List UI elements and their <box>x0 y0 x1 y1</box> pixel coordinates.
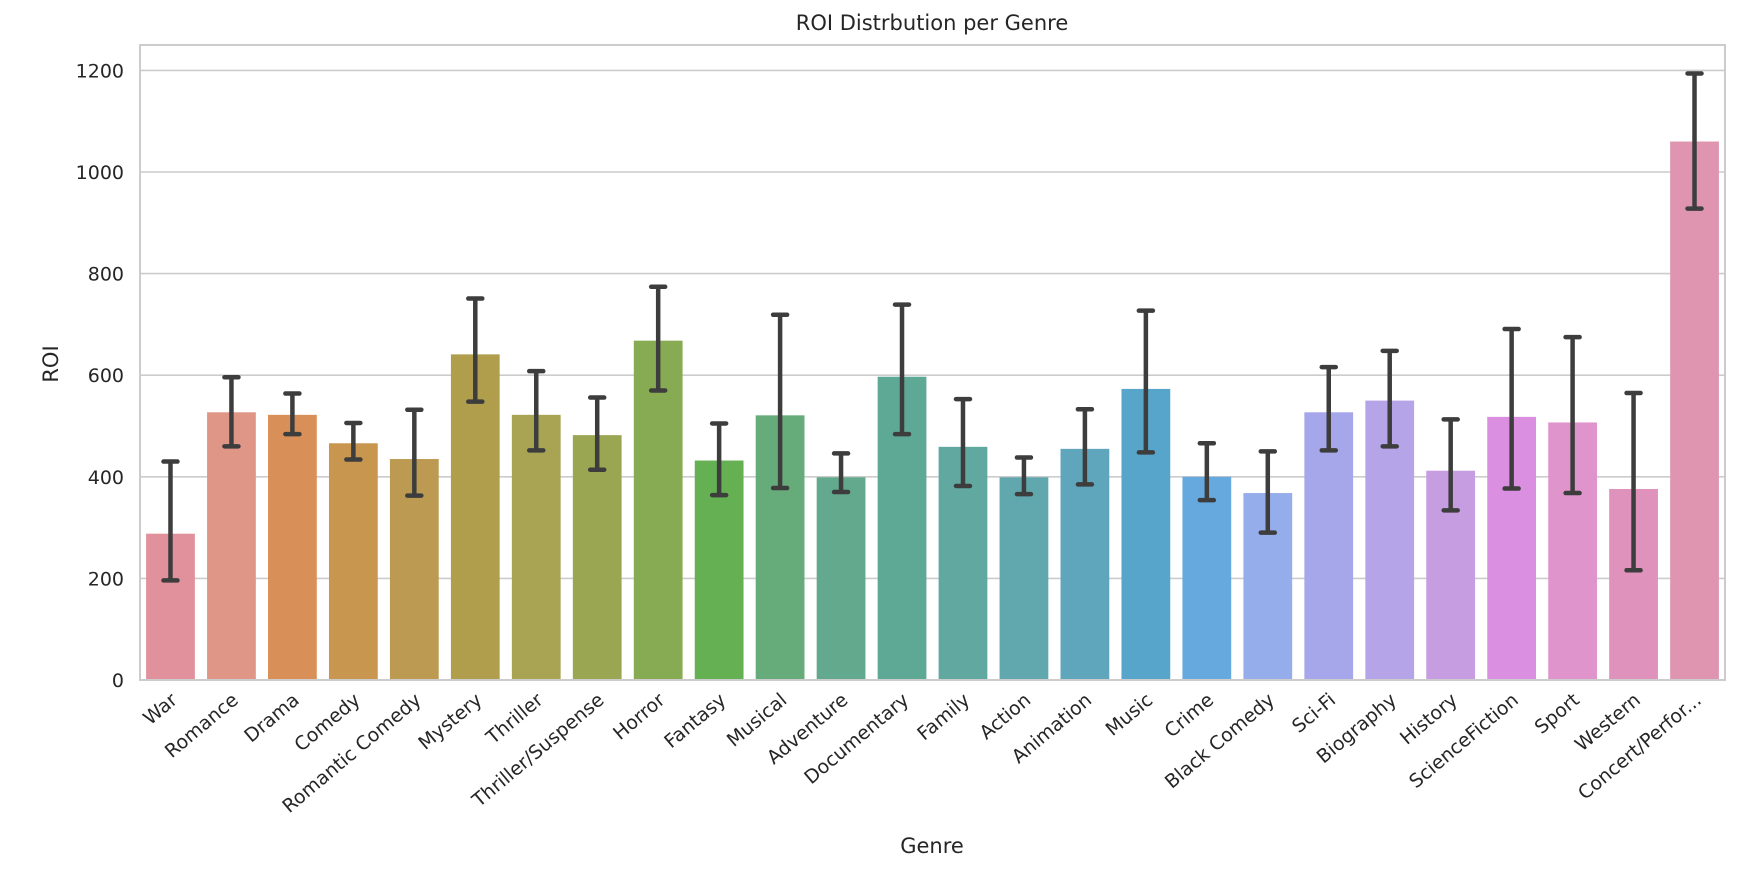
y-axis-label: ROI <box>39 345 63 382</box>
error-bar <box>283 391 302 437</box>
error-bar <box>1685 71 1704 211</box>
error-bar <box>405 407 424 498</box>
x-tick-label: Documentary <box>800 689 913 789</box>
bar <box>572 435 622 680</box>
y-tick-label: 200 <box>88 568 124 590</box>
y-tick-label: 600 <box>88 365 124 387</box>
y-ticks-layer: 0 200 400 600 800 1000 1200 <box>76 60 124 692</box>
error-bar <box>1319 364 1338 453</box>
error-bar <box>161 459 180 583</box>
error-bar <box>892 302 912 437</box>
x-tick-label: Crime <box>1161 689 1218 742</box>
x-tick-label: Family <box>913 689 974 745</box>
bar <box>1182 476 1232 680</box>
y-tick-label: 1200 <box>76 60 124 82</box>
error-bar <box>1075 406 1095 487</box>
bars-layer <box>146 141 1719 680</box>
bar <box>633 340 683 680</box>
error-bar <box>770 312 790 491</box>
y-tick-label: 800 <box>88 264 124 286</box>
error-bar <box>1197 441 1217 503</box>
x-tick-label: War <box>139 689 182 730</box>
bar <box>207 412 256 680</box>
error-bar <box>466 296 485 404</box>
y-tick-label: 400 <box>88 467 124 489</box>
error-bars-layer <box>161 71 1704 583</box>
error-bar <box>1380 348 1399 449</box>
bar <box>328 443 378 680</box>
x-tick-label: Mystery <box>414 689 486 755</box>
x-axis-label: Genre <box>900 834 964 858</box>
y-tick-label: 0 <box>112 670 124 692</box>
x-tick-label: Music <box>1102 689 1158 741</box>
error-bar <box>709 421 729 498</box>
error-bar <box>527 368 546 453</box>
bar <box>816 477 866 680</box>
plot-frame <box>139 44 1726 681</box>
error-bar <box>587 395 607 472</box>
bar <box>268 414 317 680</box>
x-tick-label: Sport <box>1531 689 1584 739</box>
bar <box>999 477 1049 680</box>
error-bar <box>1563 334 1582 496</box>
bar <box>511 414 561 680</box>
error-bar <box>1502 326 1521 491</box>
error-bar <box>1441 417 1460 513</box>
error-bar <box>1258 449 1278 535</box>
y-tick-label: 1000 <box>76 162 124 184</box>
error-bar <box>222 374 241 449</box>
error-bar <box>1014 455 1034 497</box>
error-bar <box>1624 390 1643 573</box>
error-bar <box>344 420 363 462</box>
error-bar <box>1136 308 1156 455</box>
bar <box>450 354 500 680</box>
x-tick-label: Sci-Fi <box>1288 689 1340 738</box>
bar <box>1060 448 1110 680</box>
x-tick-label: ScienceFiction <box>1405 689 1523 793</box>
bar <box>1304 412 1354 680</box>
error-bar <box>648 284 668 393</box>
bar <box>1670 141 1719 680</box>
x-tick-label: Fantasy <box>660 689 730 753</box>
chart-title: ROI Distrbution per Genre <box>796 11 1069 35</box>
error-bar <box>953 396 973 489</box>
x-tick-label: Black Comedy <box>1161 689 1279 793</box>
error-bar <box>831 451 851 495</box>
